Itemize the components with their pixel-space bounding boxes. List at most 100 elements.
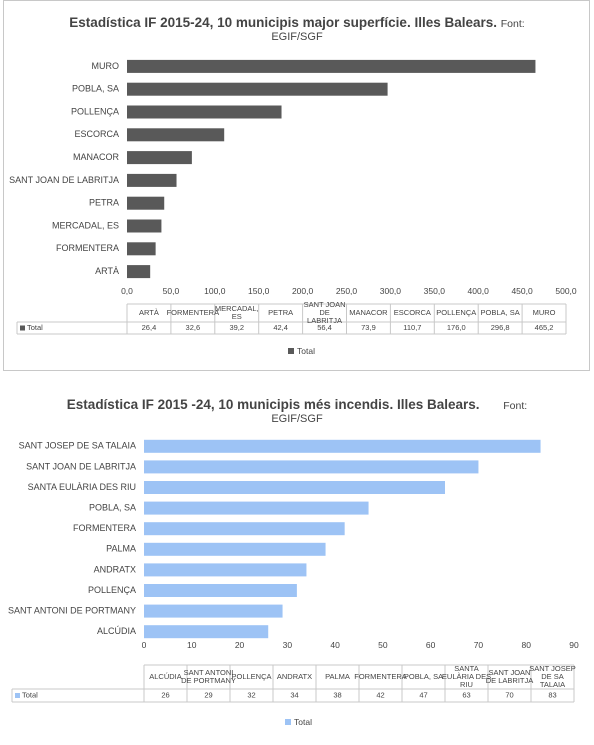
table-header-cell: SANT JOAN DE LABRITJA bbox=[304, 300, 346, 325]
bar bbox=[144, 563, 307, 577]
table-value-cell: 296,8 bbox=[491, 323, 510, 332]
tick-label: 20 bbox=[235, 640, 245, 650]
legend-swatch bbox=[288, 348, 294, 354]
category-label: SANT ANTONI DE PORTMANY bbox=[8, 605, 136, 615]
category-label: FORMENTERA bbox=[56, 243, 119, 253]
tick-label: 80 bbox=[521, 640, 531, 650]
table-value-cell: 176,0 bbox=[447, 323, 466, 332]
category-label: SANT JOAN DE LABRITJA bbox=[9, 175, 119, 185]
table-value-cell: 70 bbox=[505, 690, 513, 699]
bar bbox=[127, 82, 388, 96]
tick-label: 0 bbox=[142, 640, 147, 650]
chart-title-text: Estadística IF 2015 -24, 10 municipis mé… bbox=[66, 397, 480, 412]
table-value-cell: 42,4 bbox=[273, 323, 288, 332]
data-table: ARTÀ 26,4 FORMENTERA 32,6 MERCADAL, ES 39,2 PET… bbox=[16, 300, 567, 335]
category-label: MERCADAL, ES bbox=[52, 220, 119, 230]
table-value-cell: 38 bbox=[333, 690, 341, 699]
bar bbox=[144, 460, 479, 474]
category-label: POBLA, SA bbox=[89, 502, 136, 512]
bar bbox=[144, 439, 541, 453]
table-header-cell: POBLA, SA bbox=[481, 308, 520, 317]
tick-label: 350,0 bbox=[424, 286, 446, 296]
bar bbox=[144, 501, 369, 515]
bar bbox=[127, 151, 192, 165]
table-header-cell: ANDRATX bbox=[277, 672, 312, 681]
table-header-cell: MERCADAL, ES bbox=[215, 304, 259, 321]
bar bbox=[144, 522, 345, 536]
tick-label: 30 bbox=[283, 640, 293, 650]
tick-label: 250,0 bbox=[336, 286, 358, 296]
table-value-cell: 29 bbox=[204, 690, 212, 699]
table-header-cell: SANT ANTONI DE PORTMANY bbox=[181, 668, 236, 685]
table-header-cell: SANT JOAN DE LABRITJA bbox=[486, 668, 534, 685]
bar bbox=[144, 481, 445, 494]
tick-label: 40 bbox=[330, 640, 340, 650]
table-value-cell: 465,2 bbox=[535, 323, 554, 332]
table-value-cell: 83 bbox=[548, 690, 556, 699]
table-value-cell: 26 bbox=[161, 690, 169, 699]
legend: Total bbox=[288, 346, 315, 356]
table-value-cell: 110,7 bbox=[403, 323, 421, 332]
table-row-label: Total bbox=[27, 323, 43, 332]
legend-label: Total bbox=[297, 346, 315, 356]
table-header-cell: FORMENTERA bbox=[354, 672, 407, 681]
table-value-cell: 34 bbox=[290, 690, 298, 699]
bar-chart-incendis: SANT JOSEP DE SA TALAIA SANT JOAN DE LABR… bbox=[8, 439, 579, 703]
tick-label: 10 bbox=[187, 640, 197, 650]
tick-label: 450,0 bbox=[511, 286, 533, 296]
tick-label: 100,0 bbox=[204, 286, 226, 296]
bar bbox=[127, 59, 536, 73]
table-header-cell: POLLENÇA bbox=[231, 672, 271, 681]
category-label: POLLENÇA bbox=[71, 106, 119, 116]
table-value-cell: 47 bbox=[419, 690, 427, 699]
table-row-swatch bbox=[20, 325, 25, 331]
bar bbox=[127, 173, 177, 187]
tick-label: 0,0 bbox=[121, 286, 133, 296]
table-header-cell: PETRA bbox=[268, 308, 293, 317]
data-table: ALCÚDIA 26 SANT ANTONI DE PORTMANY 29 POLLENÇ… bbox=[11, 664, 576, 703]
table-value-cell: 32 bbox=[247, 690, 255, 699]
table-value-cell: 42 bbox=[376, 690, 384, 699]
category-label: SANT JOAN DE LABRITJA bbox=[26, 461, 136, 471]
chart-title-text: Estadística IF 2015-24, 10 municipis maj… bbox=[69, 15, 497, 30]
legend-swatch bbox=[285, 719, 291, 725]
table-header-cell: POBLA, SA bbox=[404, 672, 443, 681]
bar bbox=[144, 542, 326, 556]
category-label: PETRA bbox=[89, 198, 119, 208]
table-header-cell: MURO bbox=[533, 308, 556, 317]
table-value-cell: 26,4 bbox=[142, 323, 157, 332]
table-header-cell: PALMA bbox=[325, 672, 350, 681]
category-label: MURO bbox=[92, 61, 120, 71]
bar bbox=[127, 219, 162, 233]
table-value-cell: 39,2 bbox=[229, 323, 244, 332]
table-value-cell: 73,9 bbox=[361, 323, 376, 332]
table-header-cell: SANT JOSEP DE SA TALAIA bbox=[529, 664, 576, 689]
bar bbox=[144, 604, 283, 618]
chart-title-source-line: EGIF/SGF bbox=[271, 413, 323, 425]
table-value-cell: 63 bbox=[462, 690, 470, 699]
chart-title: Estadística IF 2015 -24, 10 municipis mé… bbox=[0, 396, 594, 415]
category-label: PALMA bbox=[106, 544, 136, 554]
table-header-cell: ARTÀ bbox=[139, 308, 159, 317]
chart-panel-superficie: Estadística IF 2015-24, 10 municipis maj… bbox=[0, 0, 594, 372]
tick-label: 150,0 bbox=[248, 286, 270, 296]
table-header-cell: FORMENTERA bbox=[167, 308, 220, 317]
table-value-cell: 56,4 bbox=[317, 323, 332, 332]
category-label: SANT JOSEP DE SA TALAIA bbox=[19, 441, 136, 451]
table-header-cell: ESCORCA bbox=[394, 308, 431, 317]
bar bbox=[127, 128, 225, 142]
table-header-cell: SANTA EULÀRIA DES RIU bbox=[442, 664, 491, 689]
category-label: ESCORCA bbox=[74, 129, 119, 139]
bar bbox=[127, 265, 151, 279]
table-header-cell: ALCÚDIA bbox=[149, 672, 182, 681]
tick-label: 500,0 bbox=[555, 286, 577, 296]
legend-label: Total bbox=[294, 717, 312, 727]
tick-label: 400,0 bbox=[468, 286, 490, 296]
bar bbox=[127, 105, 282, 119]
chart-panel-incendis: Estadística IF 2015 -24, 10 municipis mé… bbox=[0, 384, 594, 745]
category-label: SANTA EULÀRIA DES RIU bbox=[28, 482, 136, 492]
category-label: ANDRATX bbox=[94, 564, 136, 574]
chart-frame bbox=[3, 0, 590, 371]
tick-label: 90 bbox=[569, 640, 579, 650]
